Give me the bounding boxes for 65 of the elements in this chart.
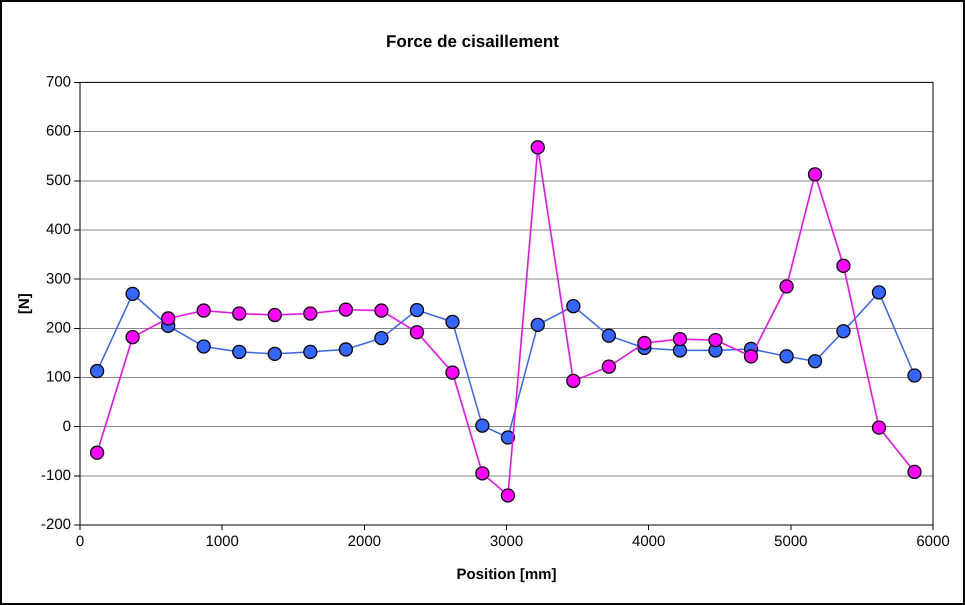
point (872, 285, 886, 300)
y-tick-label: 300 (46, 270, 72, 288)
point (637, 336, 652, 350)
y-tick-label: -200 (40, 516, 72, 534)
y-tick-label: 600 (46, 122, 72, 140)
point (872, 420, 886, 435)
point (602, 328, 616, 343)
point (161, 311, 176, 326)
point (196, 339, 211, 354)
point (410, 325, 424, 340)
point (338, 342, 354, 357)
point (808, 354, 822, 368)
point (445, 365, 460, 380)
point (196, 303, 211, 318)
point (374, 303, 389, 318)
y-tick-label: 400 (46, 221, 72, 238)
point (708, 332, 723, 348)
point (808, 167, 822, 182)
point (907, 368, 922, 383)
point (232, 344, 246, 360)
point (602, 360, 616, 374)
x-tick-label: 3000 (490, 533, 524, 550)
x-tick-label: 2000 (348, 533, 382, 550)
point (836, 324, 851, 338)
point (125, 330, 140, 344)
point (303, 344, 318, 360)
y-axis-title: [N] (16, 293, 34, 314)
y-tick-label: 200 (46, 319, 72, 336)
point (566, 374, 580, 388)
point (530, 140, 545, 154)
point (530, 318, 545, 332)
y-tick-label: 0 (62, 418, 72, 435)
point (410, 302, 424, 318)
x-tick-label: 4000 (632, 533, 666, 550)
x-tick-label: 6000 (916, 533, 950, 550)
point (672, 332, 688, 346)
point (268, 308, 282, 322)
point (303, 306, 318, 321)
point (374, 330, 389, 346)
point (338, 302, 354, 317)
y-tick-label: -100 (40, 466, 72, 484)
y-tick-label: 500 (46, 172, 72, 189)
point (445, 314, 460, 330)
point (125, 286, 140, 302)
point (836, 258, 851, 273)
point (744, 349, 758, 364)
point (779, 279, 794, 294)
point (907, 464, 922, 480)
point (500, 488, 516, 503)
y-tick-label: 100 (46, 368, 72, 386)
point (500, 430, 516, 445)
chart-title: Force de cisaillement (386, 32, 560, 51)
point (779, 349, 794, 364)
point (90, 364, 104, 378)
x-tick-label: 1000 (205, 533, 239, 550)
point (475, 418, 490, 433)
x-tick-label: 0 (76, 533, 84, 550)
y-tick-label: 700 (46, 74, 72, 91)
point (566, 299, 580, 314)
point (232, 306, 246, 321)
x-tick-label: 5000 (774, 533, 808, 550)
point (268, 346, 282, 362)
x-axis-title: Position [mm] (456, 566, 557, 584)
point (475, 466, 490, 481)
point (90, 446, 104, 460)
